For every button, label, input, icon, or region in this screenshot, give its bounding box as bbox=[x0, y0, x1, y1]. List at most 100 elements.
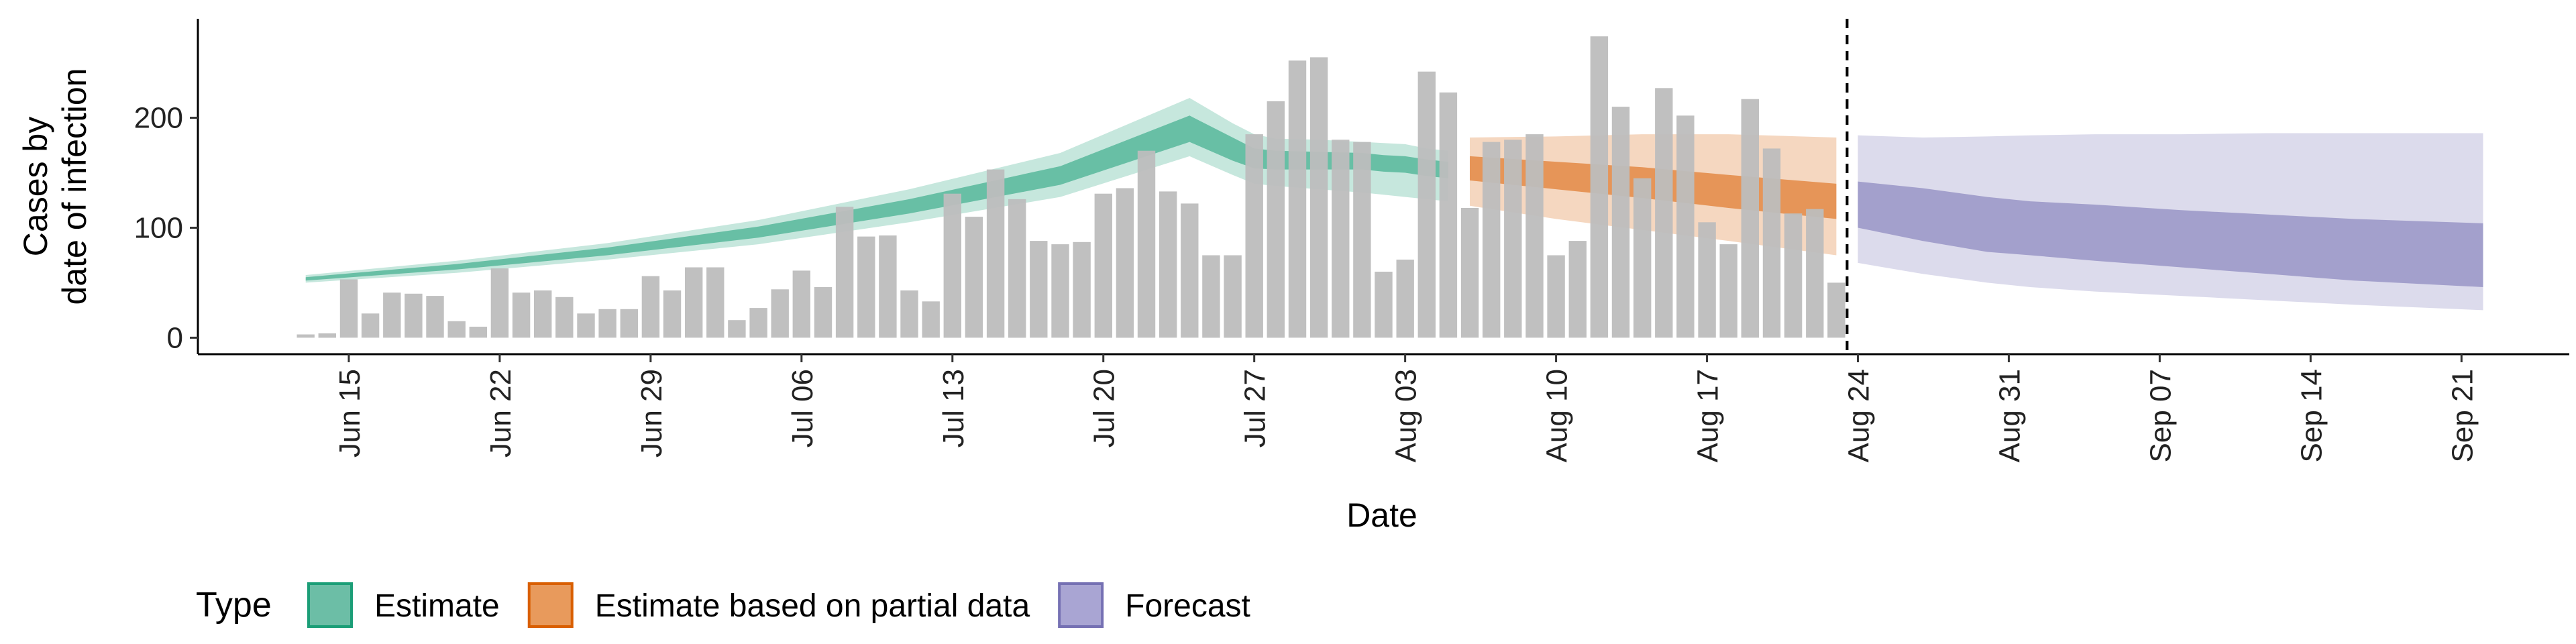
case-bar bbox=[1417, 71, 1436, 338]
x-tick-label: Jul 13 bbox=[937, 369, 970, 447]
case-bar bbox=[1245, 134, 1263, 338]
y-axis-title-line: date of infection bbox=[56, 68, 93, 305]
x-tick-label: Jun 22 bbox=[484, 369, 517, 458]
case-bar bbox=[986, 169, 1005, 338]
x-tick-label: Sep 14 bbox=[2295, 369, 2328, 462]
case-bar bbox=[1137, 150, 1156, 338]
x-tick-label: Jul 20 bbox=[1088, 369, 1121, 447]
x-axis-title: Date bbox=[1346, 496, 1417, 534]
case-bar bbox=[1827, 282, 1845, 338]
y-axis-title: Cases by date of infection bbox=[17, 68, 93, 305]
case-bar bbox=[1073, 241, 1091, 338]
x-tick-label: Jul 27 bbox=[1239, 369, 1272, 447]
case-bar bbox=[1396, 260, 1414, 338]
case-bar bbox=[1504, 140, 1522, 338]
legend-swatch-forecast bbox=[1058, 582, 1104, 628]
case-bar bbox=[1332, 140, 1350, 338]
x-tick-label: Jul 06 bbox=[786, 369, 819, 447]
case-bar bbox=[857, 236, 875, 338]
case-bar bbox=[426, 296, 444, 338]
case-bar bbox=[1094, 193, 1112, 338]
case-bar bbox=[1309, 57, 1328, 338]
case-bar bbox=[512, 292, 531, 338]
case-bar bbox=[1460, 208, 1479, 338]
forecast-inner-ribbon bbox=[1858, 181, 2483, 287]
case-bar bbox=[749, 308, 767, 338]
case-bar bbox=[1741, 99, 1759, 338]
case-bar bbox=[555, 297, 574, 338]
case-bar bbox=[1181, 203, 1199, 338]
case-bar bbox=[663, 290, 682, 338]
x-tick-label: Aug 31 bbox=[1993, 369, 2026, 462]
legend-swatch-estimate-based-on-partial-data bbox=[527, 582, 574, 628]
bar-layer bbox=[297, 36, 1845, 338]
case-bar bbox=[835, 207, 854, 338]
x-tick-label: Sep 21 bbox=[2446, 369, 2479, 462]
case-bar bbox=[1051, 244, 1069, 338]
case-bar bbox=[1267, 101, 1285, 338]
case-bar bbox=[1202, 255, 1220, 338]
case-bar bbox=[1159, 191, 1177, 338]
case-bar bbox=[814, 287, 833, 338]
x-tick-label: Sep 07 bbox=[2144, 369, 2177, 462]
x-tick-label: Aug 03 bbox=[1390, 369, 1423, 462]
case-bar bbox=[339, 279, 358, 338]
case-bar bbox=[361, 313, 380, 338]
case-bar bbox=[792, 270, 810, 338]
x-tick-label: Aug 24 bbox=[1843, 369, 1876, 462]
case-bar bbox=[1698, 222, 1716, 338]
x-tick-label: Aug 10 bbox=[1541, 369, 1574, 462]
case-bar bbox=[685, 267, 703, 338]
case-bar bbox=[405, 293, 423, 338]
case-bar bbox=[1375, 272, 1393, 338]
case-bar bbox=[1806, 209, 1824, 338]
case-bar bbox=[728, 320, 746, 338]
case-bar bbox=[1008, 199, 1026, 338]
case-bar bbox=[1547, 255, 1565, 338]
x-tick-label: Jun 15 bbox=[333, 369, 366, 458]
case-bar bbox=[620, 309, 638, 338]
case-bar bbox=[577, 313, 595, 338]
case-bar bbox=[534, 290, 552, 338]
legend-label-estimate-based-on-partial-data: Estimate based on partial data bbox=[595, 588, 1030, 624]
case-bar bbox=[1439, 92, 1458, 338]
case-bar bbox=[383, 292, 401, 338]
legend-label-estimate: Estimate bbox=[374, 588, 500, 624]
case-bar bbox=[1353, 142, 1371, 338]
legend: Type Estimate Estimate based on partial da… bbox=[196, 582, 1250, 628]
case-bar bbox=[1568, 241, 1587, 338]
legend-swatch-estimate bbox=[307, 582, 353, 628]
case-bar bbox=[490, 268, 509, 338]
case-bar bbox=[1719, 244, 1737, 338]
case-bar bbox=[1633, 178, 1652, 338]
case-bar bbox=[318, 333, 336, 338]
case-bar bbox=[1288, 60, 1307, 338]
y-tick-label: 100 bbox=[134, 211, 183, 244]
ribbon-layer bbox=[305, 98, 2483, 311]
case-bar bbox=[1655, 88, 1673, 338]
case-bar bbox=[943, 193, 961, 338]
case-bar bbox=[706, 267, 724, 338]
case-bar bbox=[1483, 142, 1501, 338]
case-bar bbox=[900, 290, 918, 338]
case-bar bbox=[297, 334, 315, 338]
y-tick-label: 200 bbox=[134, 102, 183, 135]
case-bar bbox=[1676, 115, 1695, 338]
case-bar bbox=[1525, 134, 1544, 338]
case-bar bbox=[469, 327, 487, 338]
case-bar bbox=[879, 235, 897, 338]
case-bar bbox=[1762, 148, 1781, 338]
legend-label-forecast: Forecast bbox=[1125, 588, 1250, 624]
case-bar bbox=[1590, 36, 1609, 338]
y-axis-title-line: Cases by bbox=[17, 117, 54, 256]
case-bar bbox=[641, 276, 660, 338]
case-bar bbox=[1611, 107, 1630, 338]
case-bar bbox=[1116, 188, 1134, 338]
legend-title: Type bbox=[196, 586, 272, 625]
case-bar bbox=[598, 309, 616, 338]
axes-layer: 0 100 200 Jun 15 Jun 22 Jun 29 Jul 06 Jul 13 Jul… bbox=[134, 19, 2569, 462]
x-tick-label: Aug 17 bbox=[1692, 369, 1725, 462]
case-bar bbox=[447, 321, 466, 338]
y-tick-label: 0 bbox=[167, 321, 183, 354]
